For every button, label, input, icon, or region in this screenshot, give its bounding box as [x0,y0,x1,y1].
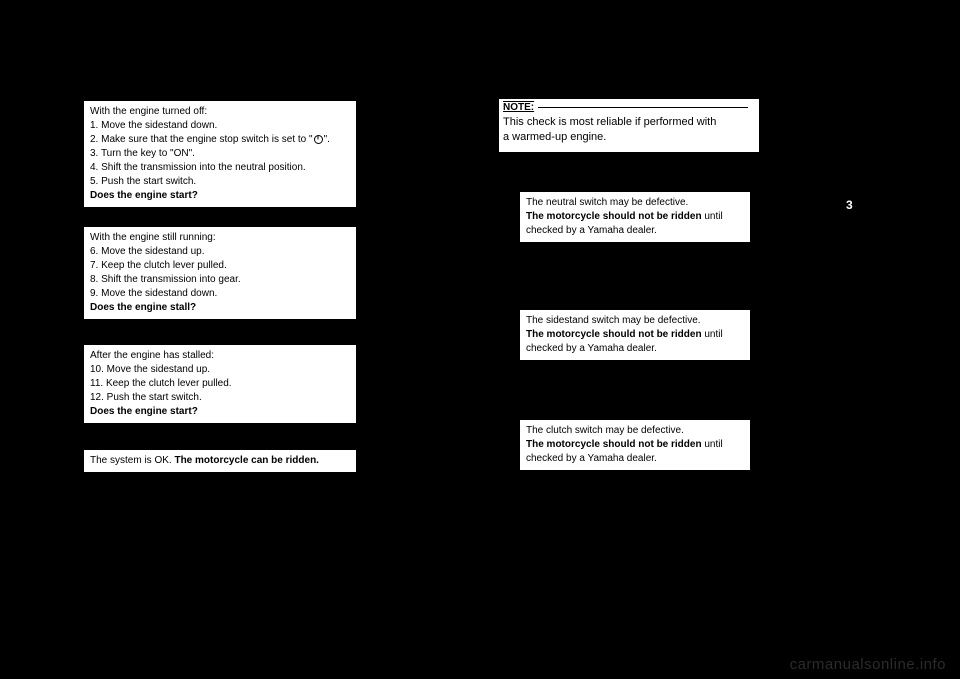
text-line: The motorcycle should not be ridden unti… [526,438,744,452]
text-fragment: until [702,211,723,222]
text-line: a warmed-up engine. [503,130,755,145]
step-box-engine-off: With the engine turned off: 1. Move the … [84,101,356,207]
text-fragment: 2. Make sure that the engine stop switch… [90,134,313,145]
text-fragment: ". [324,134,330,145]
note-header: NOTE: [503,101,755,115]
note-rule [538,107,748,108]
text-fragment: until [702,329,723,340]
text-line: 2. Make sure that the engine stop switch… [90,133,350,147]
text-line: The clutch switch may be defective. [526,424,744,438]
text-line: With the engine turned off: [90,105,350,119]
text-line: The sidestand switch may be defective. [526,314,744,328]
text-line: checked by a Yamaha dealer. [526,452,744,466]
text-line: Does the engine start? [90,405,350,419]
text-fragment: The motorcycle should not be ridden [526,329,702,340]
watermark: carmanualsonline.info [790,656,946,673]
text-fragment: The motorcycle should not be ridden [526,211,702,222]
text-line: 7. Keep the clutch lever pulled. [90,259,350,273]
step-box-engine-stalled: After the engine has stalled: 10. Move t… [84,345,356,423]
text-fragment: The system is OK. [90,455,174,466]
warning-clutch-switch: The clutch switch may be defective. The … [520,420,750,470]
text-fragment: until [702,439,723,450]
text-line: After the engine has stalled: [90,349,350,363]
step-box-engine-running: With the engine still running: 6. Move t… [84,227,356,319]
text-line: This check is most reliable if performed… [503,115,755,130]
text-line: 4. Shift the transmission into the neutr… [90,161,350,175]
result-box-ok: The system is OK. The motorcycle can be … [84,450,356,472]
text-line: 11. Keep the clutch lever pulled. [90,377,350,391]
text-line: 3. Turn the key to "ON". [90,147,350,161]
text-line: 8. Shift the transmission into gear. [90,273,350,287]
text-line: The system is OK. The motorcycle can be … [90,454,350,468]
note-box: NOTE: This check is most reliable if per… [499,99,759,152]
warning-neutral-switch: The neutral switch may be defective. The… [520,192,750,242]
text-line: 5. Push the start switch. [90,175,350,189]
warning-sidestand-switch: The sidestand switch may be defective. T… [520,310,750,360]
text-line: The neutral switch may be defective. [526,196,744,210]
text-line: checked by a Yamaha dealer. [526,342,744,356]
text-fragment: The motorcycle should not be ridden [526,439,702,450]
text-line: Does the engine start? [90,189,350,203]
note-title: NOTE: [503,102,534,113]
text-line: checked by a Yamaha dealer. [526,224,744,238]
manual-page: With the engine turned off: 1. Move the … [0,0,960,679]
page-number: 3 [846,198,853,212]
text-line: The motorcycle should not be ridden unti… [526,210,744,224]
engine-stop-icon [314,135,323,144]
text-line: 12. Push the start switch. [90,391,350,405]
text-line: 6. Move the sidestand up. [90,245,350,259]
text-line: 9. Move the sidestand down. [90,287,350,301]
text-line: The motorcycle should not be ridden unti… [526,328,744,342]
text-line: 1. Move the sidestand down. [90,119,350,133]
text-line: With the engine still running: [90,231,350,245]
text-line: 10. Move the sidestand up. [90,363,350,377]
text-fragment: The motorcycle can be ridden. [174,455,318,466]
text-line: Does the engine stall? [90,301,350,315]
